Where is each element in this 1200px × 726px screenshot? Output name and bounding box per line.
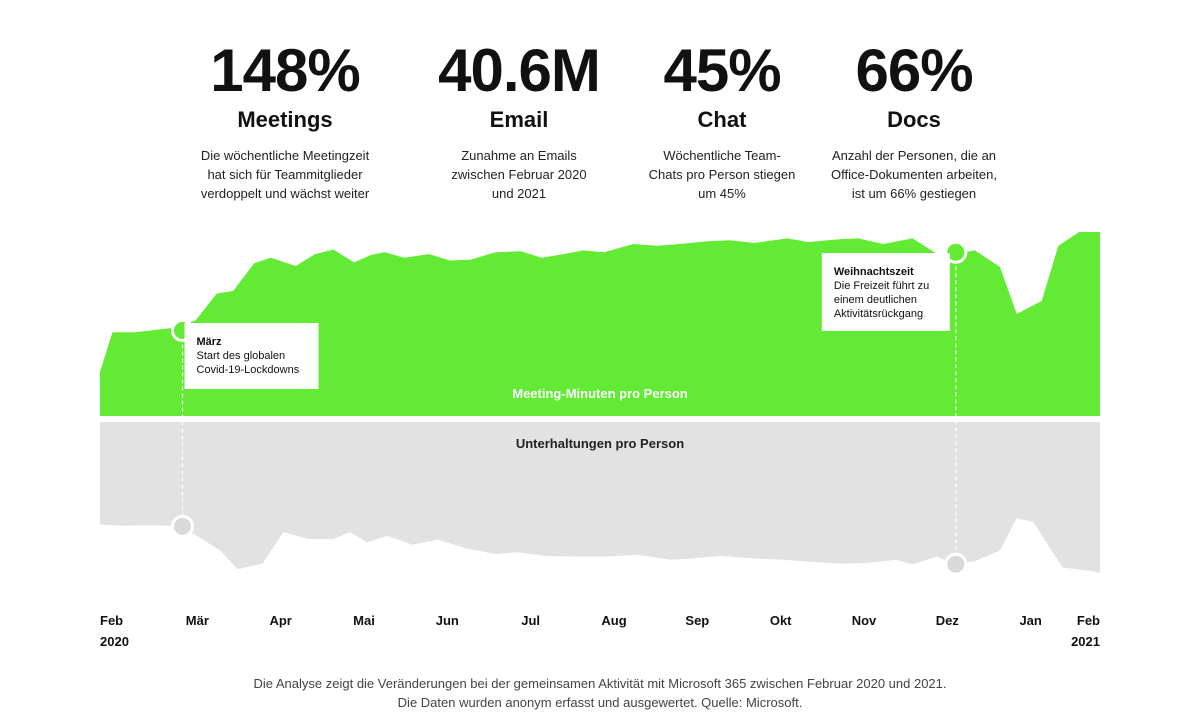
x-tick-label: Aug [601,613,626,628]
stat-value: 148% [210,37,360,104]
annotation-marker [944,552,968,576]
x-tick-label: Mai [353,613,375,628]
annotation-text: Start des globalen [197,350,286,362]
annotation-box [184,323,319,389]
stat-desc-line: und 2021 [491,186,547,201]
stat-desc-line: Die wöchentliche Meetingzeit [200,148,370,163]
x-tick-label: Okt [770,613,792,628]
stat-value: 40.6M [438,37,601,104]
stat-description: Anzahl der Personen, die an Office-Dokum… [799,146,1029,203]
annotation-title: März [197,336,223,348]
annotation-title: Weihnachtszeit [834,266,914,278]
stat-description: Zunahme an Emails zwischen Februar 2020 … [404,146,634,203]
x-tick-label: Apr [269,613,291,628]
stat-value: 66% [855,37,973,104]
stat-desc-line: Zunahme an Emails [461,148,577,163]
stat-label: Chat [697,107,747,132]
x-tick-label: Dez [936,613,960,628]
x-tick-label: Nov [852,613,877,628]
stat-description: Die wöchentliche Meetingzeit hat sich fü… [170,146,400,203]
stat-desc-line: Wöchentliche Team- [663,148,781,163]
stat-label: Meetings [237,107,333,132]
annotation-text: einem deutlichen [834,294,917,306]
stats-row: 148% Meetings Die wöchentliche Meetingze… [0,0,1200,210]
stat-meetings: 148% Meetings Die wöchentliche Meetingze… [170,36,400,203]
footer-note: Die Analyse zeigt die Veränderungen bei … [0,674,1200,712]
annotation-marker [171,514,194,538]
stat-desc-line: Chats pro Person stiegen [648,167,796,182]
stat-description: Wöchentliche Team- Chats pro Person stie… [607,146,837,203]
x-tick-label: Mär [186,613,209,628]
stat-label: Docs [887,107,941,132]
stat-desc-line: Office-Dokumenten arbeiten, [831,167,997,182]
annotation-text: Covid-19-Lockdowns [197,364,300,376]
stat-value: 45% [663,37,781,104]
x-year-label: 2020 [100,634,129,649]
x-year-label: 2021 [1071,634,1100,649]
series-label: Unterhaltungen pro Person [516,436,684,451]
annotation-box [821,253,950,331]
stat-desc-line: hat sich für Teammitglieder [207,167,363,182]
stat-desc-line: ist um 66% gestiegen [851,186,977,201]
x-tick-label: Jan [1019,613,1041,628]
activity-area-chart: Meeting-Minuten pro Person Unterhaltungen… [100,232,1100,649]
x-tick-label: Jul [521,613,540,628]
footer-line: Die Analyse zeigt die Veränderungen bei … [253,676,947,691]
footer-line: Die Daten wurden anonym erfasst und ausg… [397,695,803,710]
annotation-text: Die Freizeit führt zu [834,280,929,292]
stat-docs: 66% Docs Anzahl der Personen, die an Off… [799,36,1029,203]
x-tick-label: Feb [100,613,123,628]
series-conversations-area [100,422,1100,573]
series-label: Meeting-Minuten pro Person [512,386,688,401]
annotation-marker [944,240,968,264]
stat-desc-line: Anzahl der Personen, die an [831,148,997,163]
annotation-text: Aktivitätsrückgang [834,308,923,320]
stat-desc-line: zwischen Februar 2020 [451,167,587,182]
stat-label: Email [489,107,549,132]
stat-desc-line: um 45% [698,186,746,201]
stat-email: 40.6M Email Zunahme an Emails zwischen F… [404,36,634,203]
x-tick-label: Jun [436,613,459,628]
x-tick-label: Sep [685,613,709,628]
stat-chat: 45% Chat Wöchentliche Team- Chats pro Pe… [607,36,837,203]
x-tick-label: Feb [1077,613,1100,628]
stat-desc-line: verdoppelt und wächst weiter [200,186,370,201]
